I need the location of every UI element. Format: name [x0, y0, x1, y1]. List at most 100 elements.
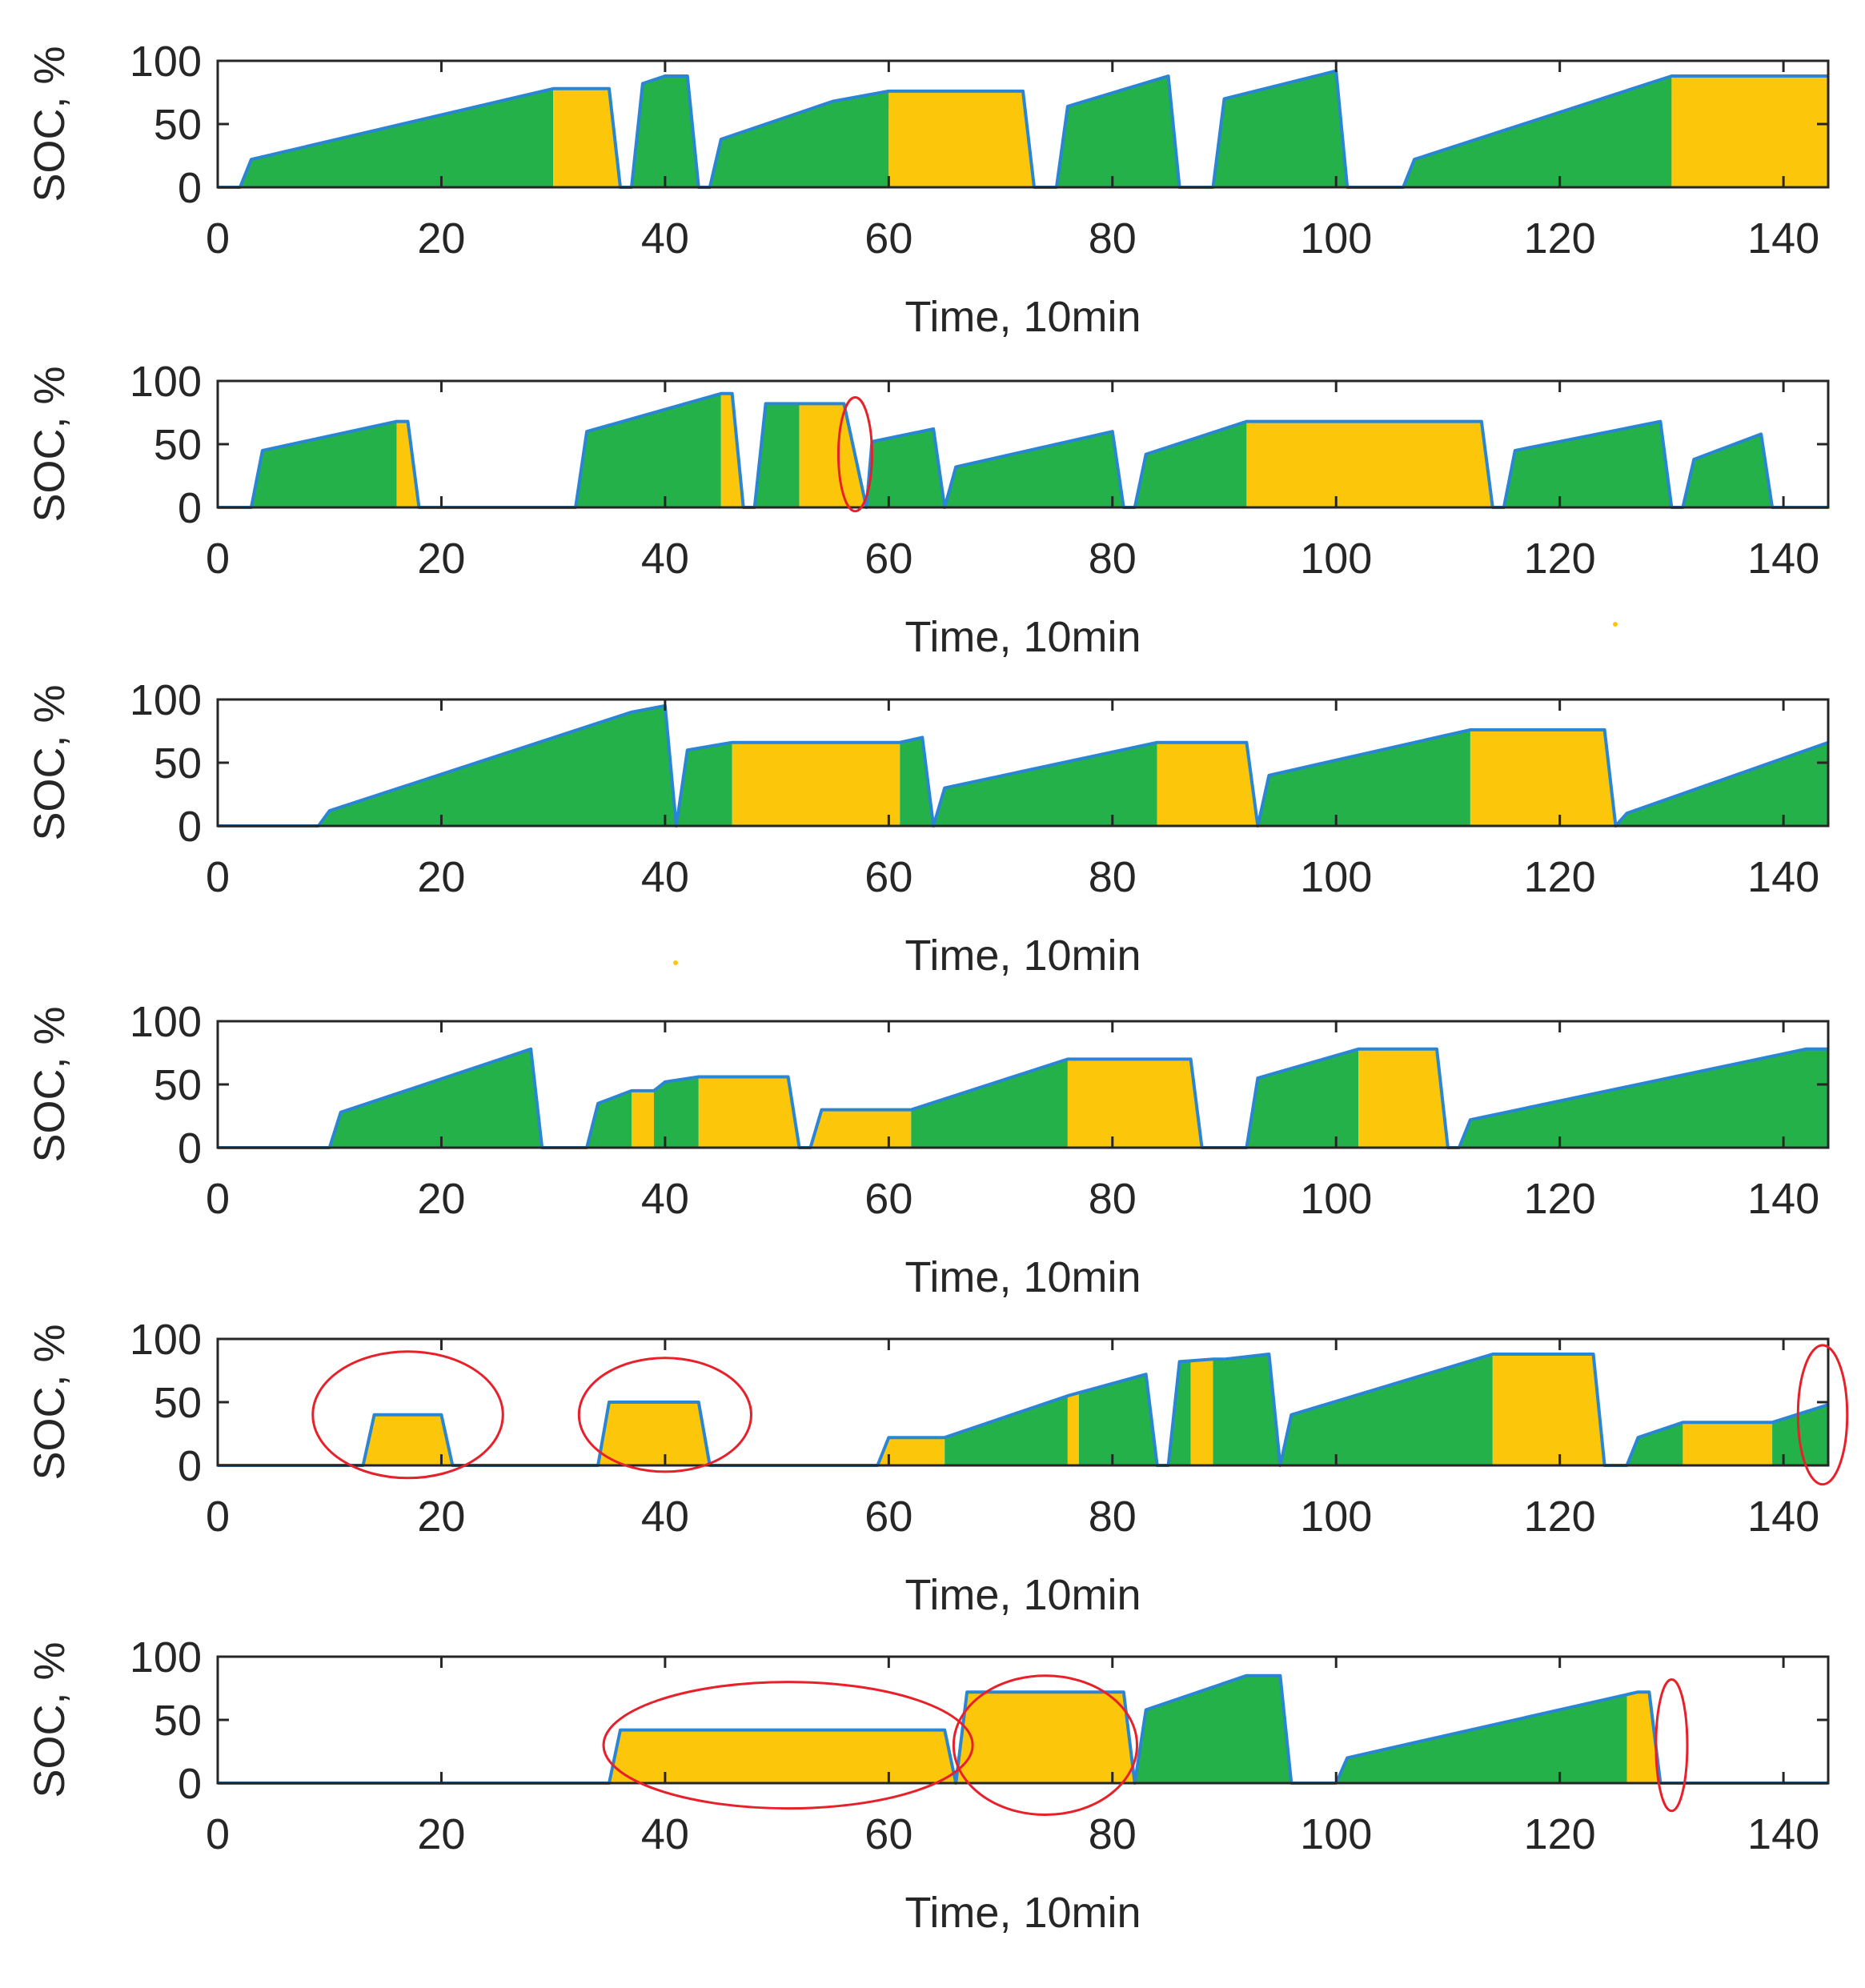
- x-tick-label: 20: [417, 853, 465, 901]
- x-tick-label: 100: [1300, 1810, 1372, 1858]
- green-segment-7: [911, 1059, 1068, 1148]
- y-axis-label: SOC, %: [26, 1006, 74, 1162]
- green-segment-4: [709, 90, 889, 187]
- yellow-segment-5: [1067, 1393, 1079, 1465]
- y-axis-label: SOC, %: [26, 684, 74, 840]
- y-tick-label: 100: [130, 358, 202, 406]
- y-tick-label: 0: [178, 484, 202, 532]
- stray-dot: [673, 960, 678, 965]
- annotation-ellipse-2: [952, 1674, 1139, 1817]
- y-tick-label: 50: [154, 421, 202, 469]
- green-segment-1: [251, 421, 397, 507]
- green-segment-4: [945, 1396, 1068, 1465]
- soc-line: [218, 69, 1828, 189]
- green-segment-12: [1683, 434, 1773, 507]
- yellow-segment-13: [1683, 1422, 1773, 1465]
- annotation-ellipse-1: [836, 396, 873, 513]
- x-tick-label: 100: [1300, 1175, 1372, 1223]
- x-tick-label: 20: [417, 1175, 465, 1223]
- subplot-6: 0 20 40 60 80 100 120 140 0 50 100 Time, 10min SOC, …: [26, 1633, 1830, 1937]
- x-tick-label: 100: [1300, 1493, 1372, 1541]
- x-tick-label: 0: [206, 1810, 230, 1858]
- x-tick-label: 0: [206, 853, 230, 901]
- x-tick-label: 40: [641, 1493, 689, 1541]
- green-segment-6: [1078, 1374, 1157, 1465]
- yellow-segment-2: [732, 742, 900, 826]
- green-segment-3: [632, 76, 699, 187]
- yellow-segment-9: [1671, 76, 1828, 187]
- y-tick-label: 100: [130, 1316, 202, 1364]
- annotation-ellipse-2: [577, 1357, 752, 1473]
- stray-dot: [1613, 622, 1618, 627]
- x-tick-label: 80: [1089, 1175, 1137, 1223]
- green-segment-1: [329, 1048, 543, 1148]
- x-tick-label: 140: [1747, 1810, 1819, 1858]
- green-segment-4: [1336, 1694, 1627, 1783]
- yellow-segment-2: [553, 88, 620, 187]
- green-segment-4: [933, 742, 1157, 826]
- y-tick-label: 100: [130, 38, 202, 86]
- green-segment-6: [1257, 729, 1470, 826]
- y-tick-label: 50: [154, 1379, 202, 1427]
- x-tick-label: 40: [641, 1175, 689, 1223]
- annotation-ellipse-1: [311, 1350, 504, 1480]
- green-segment-1: [239, 88, 554, 187]
- yellow-segment-2: [598, 1402, 710, 1465]
- yellow-segment-5: [888, 90, 1034, 187]
- yellow-segment-8: [1067, 1059, 1202, 1148]
- y-tick-label: 50: [154, 1697, 202, 1745]
- y-tick-label: 0: [178, 1124, 202, 1172]
- y-tick-label: 50: [154, 739, 202, 788]
- x-tick-label: 0: [206, 1175, 230, 1223]
- yellow-segment-2: [956, 1692, 1135, 1783]
- y-tick-label: 50: [154, 1061, 202, 1109]
- yellow-segment-3: [877, 1437, 945, 1465]
- yellow-segment-6: [810, 1109, 912, 1148]
- x-tick-label: 20: [417, 1493, 465, 1541]
- yellow-segment-1: [609, 1729, 957, 1783]
- yellow-segment-7: [1470, 729, 1616, 826]
- y-tick-label: 100: [130, 998, 202, 1046]
- yellow-segment-2: [396, 421, 419, 507]
- x-tick-label: 140: [1747, 214, 1819, 263]
- y-axis-label: SOC, %: [26, 1641, 74, 1798]
- subplot-2: 0 20 40 60 80 100 120 140 0 50 100 Time, 10min SOC, …: [26, 358, 1830, 661]
- x-tick-label: 0: [206, 535, 230, 583]
- x-axis-label: Time, 10min: [904, 613, 1141, 661]
- x-tick-label: 80: [1089, 853, 1137, 901]
- yellow-segment-10: [1246, 421, 1493, 507]
- green-segment-14: [1772, 1405, 1828, 1465]
- green-segment-12: [1626, 1422, 1683, 1465]
- green-segment-8: [945, 431, 1124, 507]
- x-tick-label: 120: [1524, 1493, 1596, 1541]
- green-segment-10: [1280, 1354, 1493, 1465]
- x-tick-label: 60: [864, 1810, 912, 1858]
- annotation-ellipse-1: [602, 1681, 974, 1810]
- y-tick-label: 0: [178, 164, 202, 212]
- x-tick-label: 80: [1089, 535, 1137, 583]
- x-tick-label: 140: [1747, 1493, 1819, 1541]
- subplot-5: 0 20 40 60 80 100 120 140 0 50 100 Time, 10min SOC, …: [26, 1316, 1849, 1619]
- x-tick-label: 60: [864, 1493, 912, 1541]
- x-tick-label: 140: [1747, 1175, 1819, 1223]
- x-tick-label: 120: [1524, 535, 1596, 583]
- x-tick-label: 0: [206, 1493, 230, 1541]
- y-tick-label: 100: [130, 676, 202, 724]
- x-tick-label: 40: [641, 853, 689, 901]
- yellow-segment-5: [1157, 742, 1258, 826]
- x-tick-label: 140: [1747, 853, 1819, 901]
- green-segment-8: [1615, 742, 1828, 826]
- y-axis-label: SOC, %: [26, 46, 74, 202]
- x-axis-label: Time, 10min: [904, 1571, 1141, 1619]
- green-segment-3: [1134, 1675, 1292, 1783]
- green-segment-7: [1168, 1361, 1191, 1465]
- x-tick-label: 120: [1524, 1810, 1596, 1858]
- x-tick-label: 100: [1300, 853, 1372, 901]
- green-segment-9: [1134, 421, 1247, 507]
- x-axis-label: Time, 10min: [904, 1253, 1141, 1301]
- x-tick-label: 120: [1524, 214, 1596, 263]
- yellow-segment-6: [799, 403, 867, 507]
- green-segment-6: [1056, 76, 1180, 187]
- x-tick-label: 120: [1524, 1175, 1596, 1223]
